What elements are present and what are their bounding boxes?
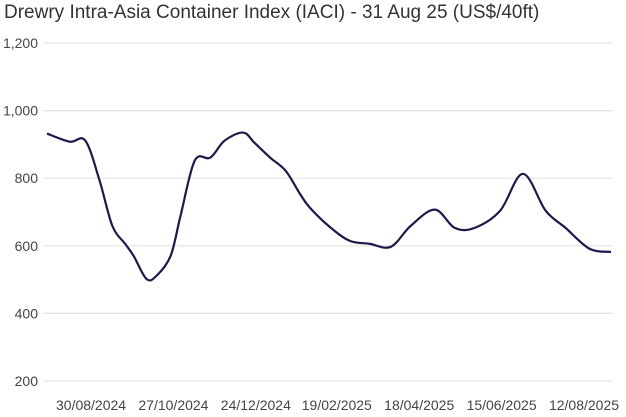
x-tick-label: 27/10/2024: [138, 397, 208, 413]
x-tick-label: 19/02/2025: [302, 397, 372, 413]
y-tick-label: 1,200: [3, 35, 38, 51]
y-tick-label: 600: [15, 238, 39, 254]
x-tick-label: 18/04/2025: [384, 397, 454, 413]
x-tick-label: 12/08/2025: [549, 397, 619, 413]
x-tick-label: 30/08/2024: [56, 397, 126, 413]
y-tick-label: 1,000: [3, 103, 38, 119]
x-tick-label: 24/12/2024: [221, 397, 291, 413]
series-line: [46, 131, 612, 282]
chart-title: Drewry Intra-Asia Container Index (IACI)…: [4, 2, 540, 23]
y-tick-label: 800: [15, 170, 39, 186]
y-tick-label: 200: [15, 373, 39, 389]
y-tick-label: 400: [15, 305, 39, 321]
x-tick-label: 15/06/2025: [467, 397, 537, 413]
